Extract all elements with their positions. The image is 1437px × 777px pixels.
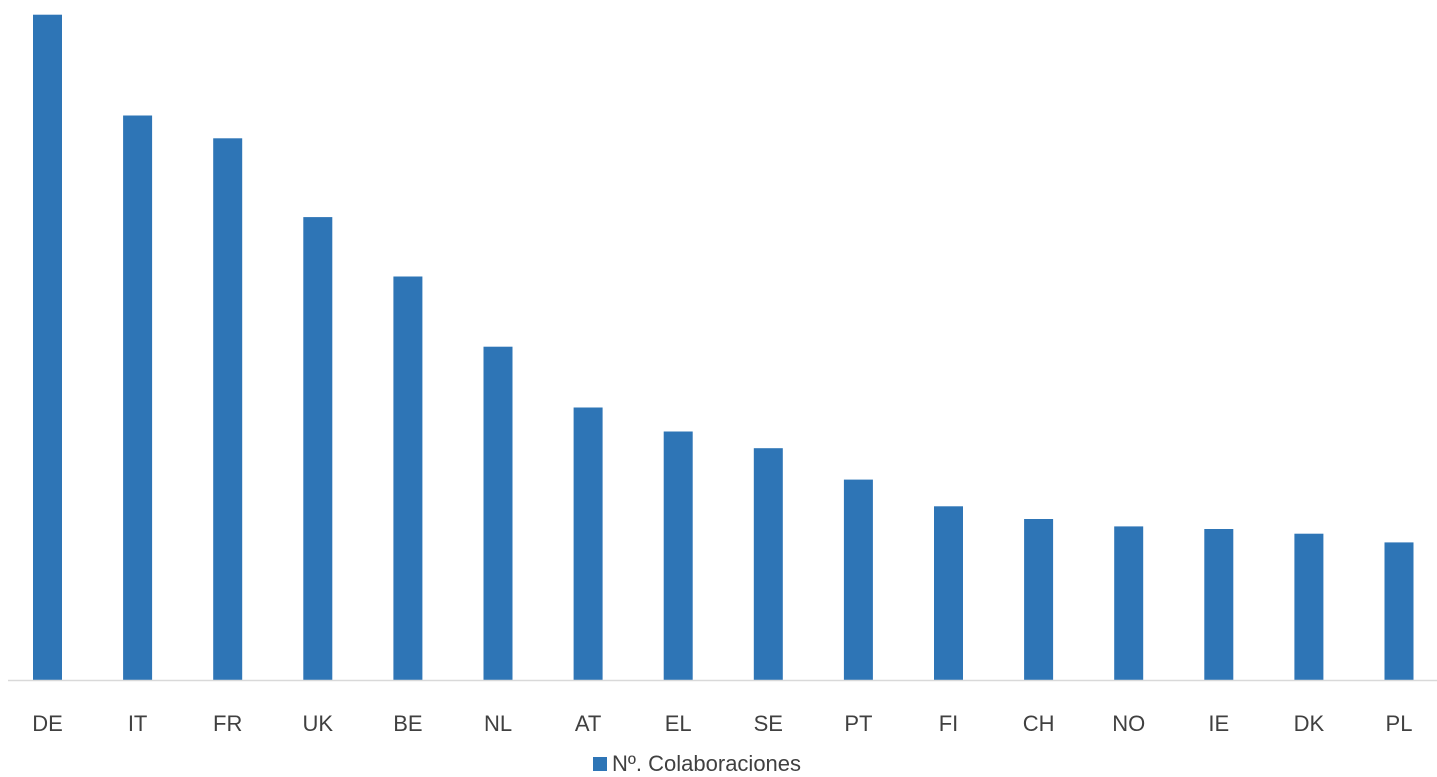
- x-tick-label-nl: NL: [484, 711, 512, 736]
- bar-ie: [1204, 529, 1234, 680]
- bar-se: [753, 448, 783, 680]
- x-tick-label-de: DE: [32, 711, 63, 736]
- bar-no: [1114, 526, 1144, 680]
- bar-el: [663, 431, 693, 680]
- x-tick-label-se: SE: [754, 711, 783, 736]
- x-tick-label-el: EL: [665, 711, 692, 736]
- bar-de: [33, 14, 62, 680]
- bar-nl: [483, 346, 513, 680]
- legend-swatch: [593, 757, 607, 771]
- x-tick-label-be: BE: [393, 711, 422, 736]
- bar-uk: [303, 217, 333, 680]
- x-tick-labels: DE IT FR UK BE NL AT EL SE PT FI CH NO IE DK PL: [32, 711, 1412, 736]
- x-tick-label-no: NO: [1112, 711, 1145, 736]
- bar-pl: [1384, 542, 1414, 680]
- x-tick-label-fr: FR: [213, 711, 242, 736]
- x-tick-label-it: IT: [128, 711, 148, 736]
- x-tick-label-uk: UK: [303, 711, 334, 736]
- x-tick-label-pt: PT: [844, 711, 872, 736]
- bars-group: [33, 14, 1414, 681]
- x-tick-label-ch: CH: [1023, 711, 1055, 736]
- x-tick-label-dk: DK: [1294, 711, 1325, 736]
- x-tick-label-fi: FI: [939, 711, 959, 736]
- bar-dk: [1294, 533, 1324, 680]
- bar-ch: [1024, 519, 1054, 680]
- legend-label: Nº. Colaboraciones: [612, 751, 801, 776]
- bar-at: [573, 407, 603, 680]
- bar-fr: [213, 138, 243, 681]
- bar-be: [393, 276, 423, 680]
- bar-pt: [843, 479, 873, 680]
- legend: Nº. Colaboraciones: [593, 751, 801, 776]
- bar-it: [123, 115, 153, 680]
- x-tick-label-pl: PL: [1386, 711, 1413, 736]
- x-tick-label-ie: IE: [1208, 711, 1229, 736]
- bar-fi: [934, 506, 963, 680]
- x-tick-label-at: AT: [575, 711, 601, 736]
